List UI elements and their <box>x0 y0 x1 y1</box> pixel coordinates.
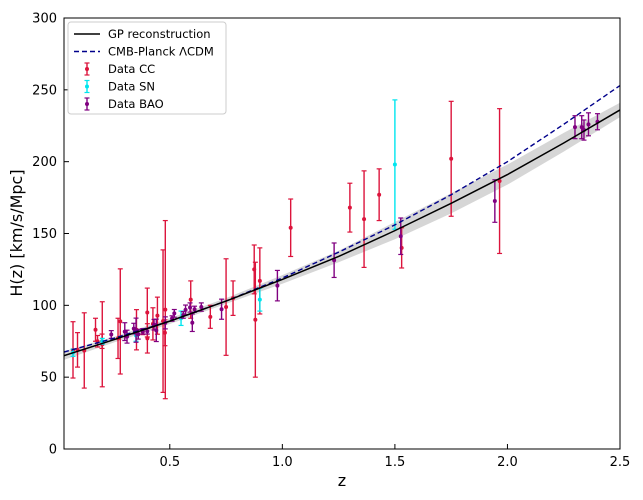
legend-entry-gp-reconstruction: GP reconstruction <box>74 27 211 41</box>
data-marker <box>145 310 150 315</box>
data-point <box>572 115 578 140</box>
data-marker <box>208 314 213 319</box>
x-tick-label: 1.0 <box>272 455 293 470</box>
legend-swatch-marker <box>85 84 89 89</box>
data-point <box>187 302 193 313</box>
legend-label: CMB-Planck ΛCDM <box>108 45 214 59</box>
data-marker <box>100 339 105 344</box>
data-marker <box>219 307 224 312</box>
data-point <box>117 268 123 375</box>
data-point <box>492 179 498 223</box>
data-point <box>93 317 99 342</box>
data-point <box>183 304 189 316</box>
data-marker <box>155 313 160 318</box>
y-tick-label: 50 <box>40 371 57 386</box>
data-marker <box>145 336 150 341</box>
y-tick-label: 200 <box>32 155 57 170</box>
data-marker <box>145 329 150 334</box>
data-marker <box>188 297 193 302</box>
data-marker <box>492 199 497 204</box>
legend-entry-data-cc: Data CC <box>84 62 155 76</box>
data-marker <box>183 307 188 312</box>
data-point <box>135 328 141 340</box>
series-data-bao <box>108 112 600 344</box>
data-marker <box>257 297 262 302</box>
data-point <box>448 100 454 217</box>
legend-label: Data SN <box>108 80 155 94</box>
data-point <box>361 170 367 269</box>
legend-swatch-marker <box>85 67 89 71</box>
data-point <box>223 258 229 356</box>
x-axis: 0.5 1.0 1.5 2.0 2.5 <box>159 444 630 470</box>
gp-reconstruction-line <box>64 109 620 357</box>
plot-area <box>64 84 620 400</box>
data-marker <box>154 328 159 333</box>
data-marker <box>188 305 193 310</box>
data-marker <box>93 327 98 332</box>
data-marker <box>136 332 141 337</box>
y-tick-label: 250 <box>32 83 57 98</box>
data-point <box>274 269 280 302</box>
legend-label: Data CC <box>108 62 155 76</box>
x-tick-label: 1.5 <box>385 455 406 470</box>
data-point <box>162 219 168 400</box>
data-point <box>122 322 128 342</box>
data-point <box>398 217 404 256</box>
data-point <box>154 296 160 335</box>
data-marker <box>347 205 352 210</box>
data-marker <box>163 307 168 312</box>
data-marker <box>497 179 502 184</box>
data-marker <box>190 320 195 325</box>
data-point <box>585 112 591 137</box>
data-point <box>252 261 258 378</box>
data-point <box>288 198 294 258</box>
y-tick-label: 0 <box>49 443 57 458</box>
legend-label: Data BAO <box>108 97 164 111</box>
legend-label: GP reconstruction <box>108 27 211 41</box>
data-point <box>331 242 337 279</box>
data-marker <box>586 122 591 127</box>
data-marker <box>288 225 293 230</box>
data-marker <box>398 234 403 239</box>
y-tick-label: 150 <box>32 227 57 242</box>
data-point <box>497 108 503 255</box>
x-axis-label: z <box>338 471 346 490</box>
data-marker <box>199 305 204 310</box>
legend-entry-data-bao: Data BAO <box>84 97 164 111</box>
data-marker <box>192 307 197 312</box>
data-marker <box>377 192 382 197</box>
data-point <box>392 99 398 230</box>
legend-swatch-marker <box>85 102 89 106</box>
data-marker <box>392 162 397 167</box>
y-axis: 0 50 100 150 200 250 300 <box>32 12 69 458</box>
data-point <box>153 318 159 343</box>
x-tick-label: 2.0 <box>497 455 518 470</box>
y-axis-label: H(z) [km/s/Mpc] <box>7 169 26 296</box>
x-tick-label: 2.5 <box>610 455 631 470</box>
data-marker <box>253 317 258 322</box>
legend-entry-data-sn: Data SN <box>84 80 155 94</box>
data-marker <box>224 305 229 310</box>
data-marker <box>172 311 177 316</box>
data-marker <box>118 319 123 324</box>
legend: GP reconstruction CMB-Planck ΛCDM Data CC D… <box>67 21 227 115</box>
data-marker <box>109 332 114 337</box>
data-point <box>376 168 382 222</box>
x-tick-label: 0.5 <box>159 455 180 470</box>
legend-box <box>67 21 227 115</box>
y-tick-label: 100 <box>32 299 57 314</box>
data-point <box>171 308 177 318</box>
data-marker <box>449 156 454 161</box>
data-marker <box>275 283 280 288</box>
y-tick-label: 300 <box>32 12 57 27</box>
legend-entry-cmb-planck-cdm: CMB-Planck ΛCDM <box>74 45 214 59</box>
data-marker <box>579 125 584 130</box>
data-point <box>347 182 353 233</box>
data-marker <box>362 217 367 222</box>
data-marker <box>572 125 577 130</box>
data-marker <box>257 278 262 283</box>
